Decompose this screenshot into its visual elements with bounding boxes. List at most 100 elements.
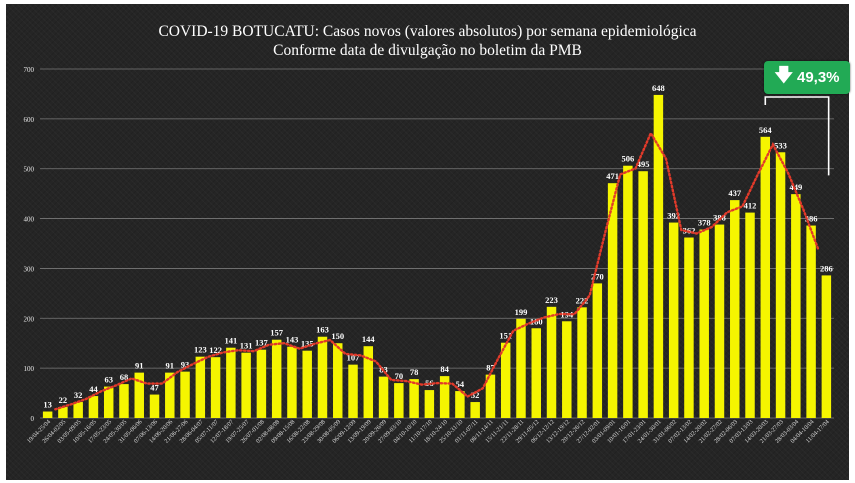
- y-tick-label: 400: [24, 216, 35, 224]
- chart-title: COVID-19 BOTUCATU: Casos novos (valores …: [158, 23, 697, 40]
- bar-value-label: 437: [728, 188, 742, 198]
- bar-value-label: 22: [59, 395, 68, 405]
- bar: [577, 307, 587, 418]
- bar: [699, 229, 709, 418]
- bar-value-label: 163: [316, 325, 329, 335]
- bar: [394, 383, 404, 418]
- bar: [623, 165, 633, 418]
- trend-line: [54, 130, 820, 411]
- bar-value-label: 54: [456, 379, 465, 389]
- bar: [119, 384, 129, 418]
- bar-value-label: 157: [270, 328, 284, 338]
- y-tick-label: 700: [24, 66, 35, 74]
- bar: [88, 396, 99, 418]
- bar: [42, 411, 53, 418]
- bar: [439, 376, 450, 418]
- bar-value-label: 91: [135, 361, 144, 371]
- bar-value-label: 47: [150, 383, 159, 393]
- bar-value-label: 564: [759, 125, 773, 135]
- bar-value-label: 32: [471, 390, 480, 400]
- bar-value-label: 141: [224, 336, 237, 346]
- bar: [287, 346, 297, 418]
- bar-value-label: 122: [209, 345, 222, 355]
- bar: [226, 347, 236, 418]
- bar: [241, 352, 251, 418]
- bar: [73, 402, 83, 418]
- bar: [714, 224, 725, 418]
- bar-value-label: 78: [410, 367, 419, 377]
- y-tick-label: 200: [24, 315, 35, 323]
- bar-value-label: 648: [652, 83, 665, 93]
- bar-value-label: 495: [637, 159, 650, 169]
- bar-value-label: 87: [486, 363, 495, 373]
- bar-value-label: 91: [166, 361, 175, 371]
- bar-chart: 01002003004005006007001319/04-25/042226/…: [24, 66, 834, 445]
- bar-value-label: 68: [120, 372, 129, 382]
- bar: [271, 339, 282, 418]
- bar-value-label: 386: [805, 214, 818, 224]
- chart-subtitle: Conforme data de divulgação no boletim d…: [273, 42, 582, 59]
- decrease-percent: 49,3%: [796, 69, 840, 86]
- bar: [210, 357, 221, 418]
- bar-value-label: 70: [395, 371, 404, 381]
- bar-value-label: 199: [515, 307, 528, 317]
- bar: [500, 342, 511, 418]
- y-tick-label: 600: [24, 116, 35, 124]
- bar: [531, 328, 541, 418]
- decrease-bracket: [764, 96, 830, 176]
- bar: [638, 171, 648, 418]
- bar: [134, 372, 144, 418]
- bar: [760, 136, 771, 418]
- bar: [317, 336, 328, 418]
- bar: [424, 390, 435, 418]
- bar: [745, 212, 755, 418]
- bar: [256, 349, 267, 418]
- bar: [149, 394, 160, 418]
- bar: [821, 275, 832, 418]
- bar: [195, 356, 206, 418]
- bar-value-label: 107: [347, 353, 361, 363]
- bar: [363, 346, 374, 418]
- y-tick-label: 500: [24, 166, 35, 174]
- bar-value-label: 471: [606, 171, 619, 181]
- decrease-badge: 🡇 49,3%: [764, 61, 850, 94]
- bar: [409, 379, 419, 418]
- bar: [348, 364, 358, 418]
- bar-value-label: 270: [591, 271, 604, 281]
- bar: [592, 283, 603, 418]
- y-tick-label: 0: [31, 415, 35, 423]
- bar-value-label: 392: [667, 211, 680, 221]
- bar-value-label: 144: [362, 334, 376, 344]
- bar-value-label: 506: [621, 154, 634, 164]
- bar-value-label: 449: [789, 182, 802, 192]
- bar-value-label: 362: [683, 226, 696, 236]
- y-tick-label: 300: [24, 265, 35, 273]
- bar-value-label: 93: [181, 360, 190, 370]
- bar-value-label: 13: [43, 400, 52, 410]
- bar-value-label: 32: [74, 390, 83, 400]
- bar-value-label: 44: [89, 384, 98, 394]
- bar-value-label: 123: [194, 345, 207, 355]
- bar-value-label: 378: [698, 218, 711, 228]
- bar: [485, 374, 496, 418]
- y-tick-label: 100: [24, 365, 35, 373]
- bar-value-label: 63: [104, 375, 113, 385]
- bar: [668, 222, 679, 418]
- bar: [103, 386, 114, 418]
- bar: [180, 371, 190, 418]
- bar: [607, 183, 618, 418]
- bar: [470, 402, 480, 418]
- bar: [58, 407, 68, 418]
- bar: [455, 391, 465, 418]
- bar: [775, 152, 786, 419]
- bar: [165, 372, 175, 418]
- bar-value-label: 388: [713, 213, 726, 223]
- bar: [653, 94, 664, 418]
- bar-value-label: 135: [301, 339, 314, 349]
- bar-value-label: 412: [744, 201, 757, 211]
- bar: [684, 237, 694, 418]
- bar: [791, 194, 801, 418]
- bar: [546, 306, 557, 418]
- bar-value-label: 143: [286, 335, 299, 345]
- bar-value-label: 150: [331, 331, 344, 341]
